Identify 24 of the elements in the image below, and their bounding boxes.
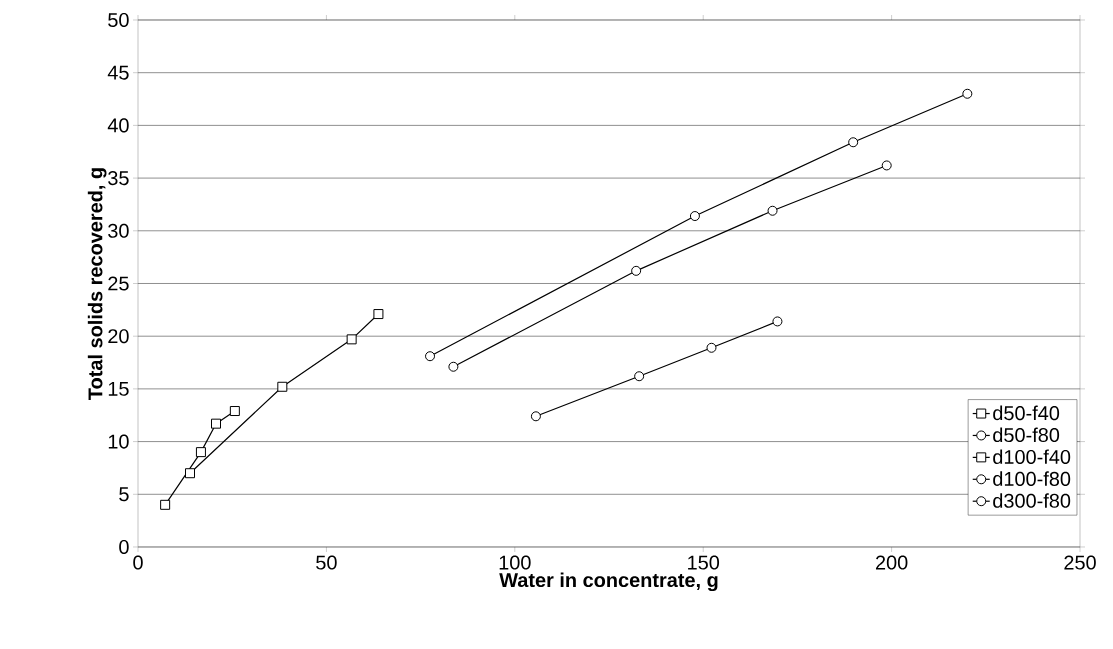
x-axis-title: Water in concentrate, g (499, 572, 718, 592)
y-tick-label: 50 (108, 12, 129, 28)
y-tick-label: 5 (119, 487, 129, 502)
y-tick-label: 45 (107, 65, 129, 80)
x-tick-label: 150 (688, 555, 720, 570)
y-tick-label: 40 (107, 118, 129, 133)
x-tick-label: 200 (875, 555, 908, 570)
y-tick-label: 35 (108, 171, 129, 186)
legend-label: d100-f40 (993, 449, 1071, 465)
y-tick-label: 15 (108, 381, 129, 396)
legend-label: d100-f80 (993, 471, 1071, 486)
y-tick-label: 30 (108, 223, 129, 238)
x-tick-label: 250 (1064, 555, 1096, 570)
y-tick-label: 25 (108, 276, 129, 291)
y-tick-label: 20 (108, 329, 129, 344)
legend-label: d50-f80 (993, 427, 1060, 443)
y-tick-label: 0 (119, 539, 129, 555)
x-tick-label: 50 (316, 555, 337, 570)
legend-label: d300-f80 (993, 493, 1071, 508)
y-axis-title: Total solids recovered, g (87, 168, 107, 400)
x-tick-label: 0 (133, 555, 143, 570)
x-tick-label: 100 (499, 555, 531, 570)
y-tick-label: 10 (108, 434, 129, 449)
legend-label: d50-f40 (993, 405, 1060, 421)
